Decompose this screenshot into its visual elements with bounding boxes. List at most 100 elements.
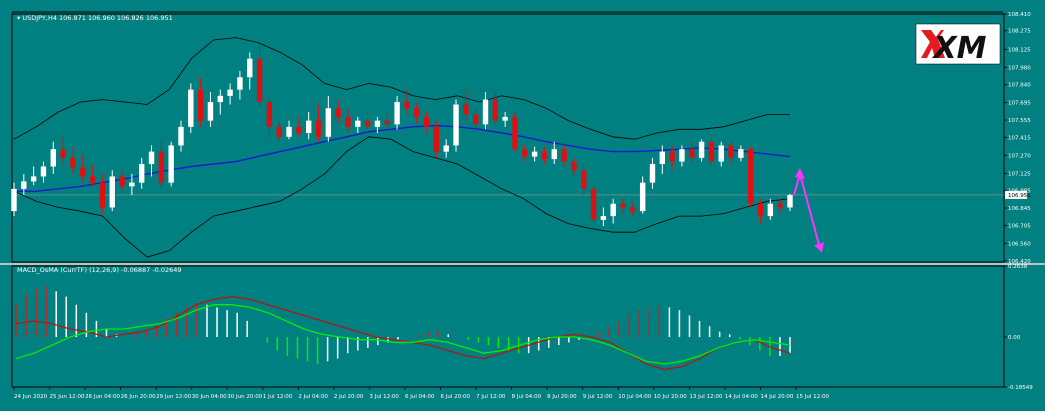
xm-logo-text: XM — [932, 31, 987, 66]
macd-signal-line — [15, 304, 791, 365]
price-tick-label: 107.980 — [1008, 65, 1031, 71]
bull-candle — [718, 145, 724, 162]
bear-candle — [345, 116, 351, 127]
price-tick-label: 106.845 — [1008, 206, 1031, 212]
bear-candle — [266, 102, 273, 127]
time-tick-label: 10 Jul 20:00 — [654, 394, 687, 400]
bull-candle — [787, 195, 793, 208]
time-tick-label: 1 Jul 12:00 — [263, 394, 293, 400]
current-price-label: 106.951 — [1008, 193, 1031, 199]
macd-panel — [11, 265, 1005, 388]
price-tick-label: 108.410 — [1008, 12, 1031, 18]
bear-candle — [404, 102, 410, 109]
price-tick-label: 108.125 — [1008, 47, 1031, 53]
bear-candle — [492, 99, 499, 121]
price-tick-label: 107.270 — [1008, 153, 1031, 159]
bear-candle — [689, 149, 695, 158]
indicator-title-label: MACD_OsMA (CurrTF) (12,26,9) -0.06887 -0… — [17, 266, 182, 274]
price-tick-label: 107.125 — [1008, 171, 1031, 177]
bull-candle — [679, 149, 685, 162]
time-tick-label: 3 Jul 12:00 — [369, 394, 399, 400]
bull-candle — [649, 164, 656, 183]
bull-candle — [600, 216, 607, 220]
bull-candle — [50, 149, 56, 167]
time-tick-label: 8 Jul 04:00 — [512, 394, 542, 400]
bull-candle — [40, 166, 47, 177]
time-tick-label: 15 Jul 12:00 — [796, 394, 829, 400]
bollinger-upper-line — [13, 37, 790, 140]
bear-candle — [423, 116, 430, 127]
time-tick-label: 14 Jul 04:00 — [725, 394, 758, 400]
bear-candle — [581, 170, 587, 189]
bear-candle — [463, 104, 469, 115]
bear-candle — [472, 114, 479, 125]
bull-candle — [502, 116, 508, 121]
bull-candle — [639, 182, 646, 212]
time-tick-label: 9 Jul 12:00 — [583, 394, 613, 400]
bear-candle — [70, 157, 76, 168]
price-panel — [11, 13, 1005, 263]
bear-candle — [512, 116, 518, 150]
bear-candle — [757, 203, 764, 217]
bear-candle — [777, 203, 783, 208]
time-tick-label: 30 Jun 04:00 — [192, 394, 227, 400]
bear-candle — [80, 167, 86, 177]
bull-candle — [394, 102, 400, 125]
bull-candle — [482, 99, 489, 125]
time-tick-label: 13 Jul 12:00 — [689, 394, 722, 400]
time-tick-label: 24 Jun 2020 — [14, 394, 48, 400]
bear-candle — [197, 89, 204, 121]
projection-arrowhead-down — [814, 242, 824, 253]
time-tick-label: 2 Jul 04:00 — [298, 394, 328, 400]
price-tick-label: 107.555 — [1008, 118, 1031, 124]
bull-candle — [305, 120, 312, 134]
price-panel-frame — [11, 13, 1005, 263]
bear-candle — [364, 120, 371, 127]
bear-candle — [296, 126, 302, 134]
time-tick-label: 7 Jul 12:00 — [476, 394, 506, 400]
price-tick-label: 108.275 — [1008, 29, 1031, 35]
price-tick-label: 107.695 — [1008, 101, 1031, 107]
bull-candle — [767, 203, 774, 217]
bull-candle — [325, 108, 332, 137]
bear-candle — [335, 108, 341, 117]
bear-candle — [748, 149, 754, 204]
bear-candle — [728, 145, 734, 158]
bear-candle — [541, 151, 548, 160]
bear-candle — [384, 120, 390, 125]
bull-candle — [168, 145, 174, 183]
bear-candle — [119, 176, 125, 187]
xm-logo: XM — [915, 23, 1001, 66]
price-tick-label: 107.840 — [1008, 83, 1031, 89]
bull-candle — [286, 126, 292, 137]
time-tick-label: 6 Jul 20:00 — [441, 394, 471, 400]
bull-candle — [21, 181, 27, 189]
bear-candle — [571, 161, 577, 171]
time-tick-label: 2 Jul 20:00 — [334, 394, 364, 400]
bull-candle — [237, 77, 243, 90]
bull-candle — [138, 164, 145, 183]
bull-candle — [178, 126, 184, 146]
time-tick-label: 26 Jun 20:00 — [121, 394, 156, 400]
bear-candle — [561, 149, 567, 162]
bull-candle — [355, 120, 361, 127]
projection-arrow-down — [799, 173, 821, 249]
bull-candle — [109, 176, 115, 208]
bull-candle — [738, 149, 744, 158]
bull-candle — [551, 149, 557, 160]
time-tick-label: 14 Jul 20:00 — [760, 394, 793, 400]
bear-candle — [620, 203, 626, 208]
macd-line — [15, 295, 791, 371]
bear-candle — [89, 176, 96, 183]
bear-candle — [60, 149, 66, 158]
time-tick-label: 25 Jun 12:00 — [50, 394, 85, 400]
bull-candle — [129, 182, 135, 187]
bull-candle — [227, 89, 233, 96]
bull-candle — [374, 120, 381, 127]
time-tick-label: 29 Jun 12:00 — [156, 394, 191, 400]
bull-candle — [698, 141, 705, 158]
bull-candle — [11, 188, 17, 212]
bear-candle — [256, 58, 263, 103]
price-tick-label: 107.415 — [1008, 135, 1031, 141]
